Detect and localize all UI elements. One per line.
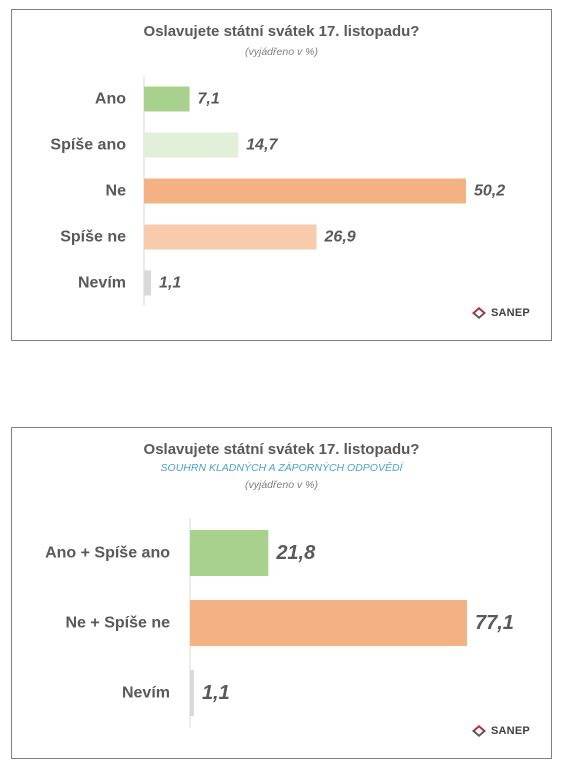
chart-1-subtitle: (vyjádřeno v %) bbox=[245, 46, 318, 58]
sanep-logo: SANEP bbox=[470, 306, 530, 320]
chart-2-bar bbox=[190, 600, 467, 646]
chart-1-plot: Ano 7,1 Spíše ano 14,7 Ne 50,2 Spíše ne 26,9 Nev… bbox=[50, 76, 505, 306]
chart-1-value-label: 50,2 bbox=[474, 183, 505, 200]
chart-1-bar bbox=[144, 224, 317, 250]
chart-1-value-label: 26,9 bbox=[324, 229, 356, 246]
chart-panel-1: Oslavujete státní svátek 17. listopadu? … bbox=[11, 9, 552, 341]
chart-2-bar bbox=[190, 530, 269, 576]
chart-2-title: Oslavujete státní svátek 17. listopadu? bbox=[143, 441, 420, 458]
chart-2-category-label: Nevím bbox=[122, 685, 170, 702]
chart-1-bar bbox=[144, 270, 152, 296]
chart-2-value-label: 21,8 bbox=[275, 542, 316, 564]
sanep-logo: SANEP bbox=[470, 724, 530, 738]
chart-1-value-label: 7,1 bbox=[198, 91, 220, 108]
chart-2-plot: Ano + Spíše ano 21,8 Ne + Spíše ne 77,1 Neví… bbox=[45, 518, 514, 728]
chart-2-value-label: 1,1 bbox=[202, 682, 230, 704]
sanep-logo-text: SANEP bbox=[491, 725, 530, 737]
chart-1-category-label: Nevím bbox=[78, 275, 126, 292]
chart-2-bar bbox=[190, 670, 194, 716]
sanep-logo-text: SANEP bbox=[491, 307, 530, 319]
sanep-logo-icon bbox=[472, 307, 486, 319]
chart-1-category-label: Ano bbox=[95, 91, 126, 108]
chart-1-value-label: 14,7 bbox=[246, 137, 278, 154]
chart-1-category-label: Spíše ano bbox=[50, 137, 126, 154]
chart-1-bar bbox=[144, 178, 466, 204]
chart-panel-2: Oslavujete státní svátek 17. listopadu? … bbox=[11, 427, 552, 759]
chart-1-bar bbox=[144, 132, 239, 158]
chart-1-value-label: 1,1 bbox=[159, 275, 181, 292]
chart-2-category-label: Ano + Spíše ano bbox=[45, 545, 170, 562]
chart-2-category-label: Ne + Spíše ne bbox=[66, 615, 171, 632]
chart-1-category-label: Spíše ne bbox=[60, 229, 126, 246]
chart-2-subtitle-units: (vyjádřeno v %) bbox=[245, 479, 318, 491]
chart-1-bar bbox=[144, 86, 190, 112]
chart-1-category-label: Ne bbox=[106, 183, 127, 200]
chart-1-title: Oslavujete státní svátek 17. listopadu? bbox=[143, 23, 420, 40]
chart-2-subtitle: SOUHRN KLADNÝCH A ZÁPORNÝCH ODPOVĚDÍ bbox=[160, 462, 403, 474]
sanep-logo-icon bbox=[472, 725, 486, 737]
chart-2-value-label: 77,1 bbox=[475, 612, 514, 634]
